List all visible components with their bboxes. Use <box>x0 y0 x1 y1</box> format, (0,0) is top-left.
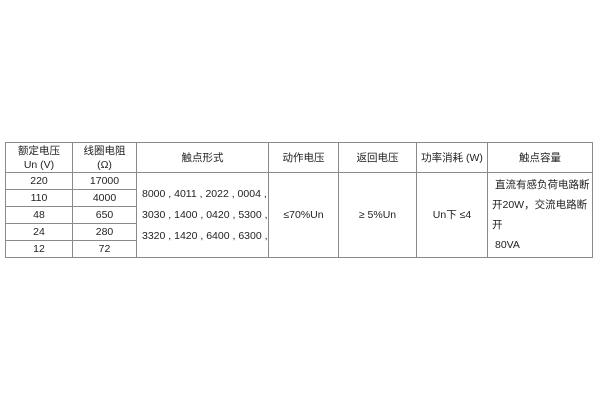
resistance-cell: 650 <box>72 206 137 224</box>
capacity-line: 80VA <box>495 239 520 251</box>
resistance-cell: 17000 <box>72 172 137 190</box>
resistance-cell: 72 <box>72 240 137 258</box>
contact-capacity-cell: 直流有感负荷电路断 开20W，交流电路断开 80VA <box>487 172 593 258</box>
resistance-cell: 4000 <box>72 189 137 207</box>
header-contact-form: 触点形式 <box>136 142 269 173</box>
header-power: 功率消耗 (W) <box>416 142 488 173</box>
contact-form-line: 8000 , 4011 , 2022 , 0004 , <box>142 187 267 200</box>
voltage-cell: 24 <box>5 223 73 241</box>
header-operate-voltage: 动作电压 <box>268 142 339 173</box>
return-voltage-cell: ≥ 5%Un <box>338 172 417 258</box>
power-cell: Un下 ≤4 <box>416 172 488 258</box>
header-text: 线圈电阻 <box>83 144 126 157</box>
capacity-line: 直流有感负荷电路断 <box>495 179 590 191</box>
table-row: 12 72 <box>5 240 593 258</box>
voltage-cell: 110 <box>5 189 73 207</box>
contact-form-line: 3030 , 1400 , 0420 , 5300 , <box>142 208 268 221</box>
operate-voltage-cell: ≤70%Un <box>268 172 339 258</box>
header-text: (Ω) <box>97 158 112 171</box>
header-voltage: 额定电压 Un (V) <box>5 142 73 173</box>
resistance-cell: 280 <box>72 223 137 241</box>
voltage-cell: 220 <box>5 172 73 190</box>
capacity-line: 开20W，交流电路断开 <box>492 199 588 231</box>
voltage-cell: 48 <box>5 206 73 224</box>
spec-table: 额定电压 Un (V) 线圈电阻 (Ω) 触点形式 动作电压 返回电压 功率消耗 (… <box>5 142 593 258</box>
contact-form-cell: 8000 , 4011 , 2022 , 0004 , 3030 , 1400 … <box>136 172 269 258</box>
header-resistance: 线圈电阻 (Ω) <box>72 142 137 173</box>
header-contact-capacity: 触点容量 <box>487 142 593 173</box>
table-row: 220 17000 8000 , 4011 , 2022 , 0004 , 30… <box>5 172 593 258</box>
header-row: 额定电压 Un (V) 线圈电阻 (Ω) 触点形式 动作电压 返回电压 功率消耗 (… <box>5 142 593 173</box>
header-text: 额定电压 <box>18 144 60 157</box>
header-text: Un (V) <box>23 158 55 171</box>
contact-form-line: 3320 , 1420 , 6400 , 6300 , <box>142 229 268 242</box>
voltage-cell: 12 <box>5 240 73 258</box>
header-return-voltage: 返回电压 <box>338 142 417 173</box>
